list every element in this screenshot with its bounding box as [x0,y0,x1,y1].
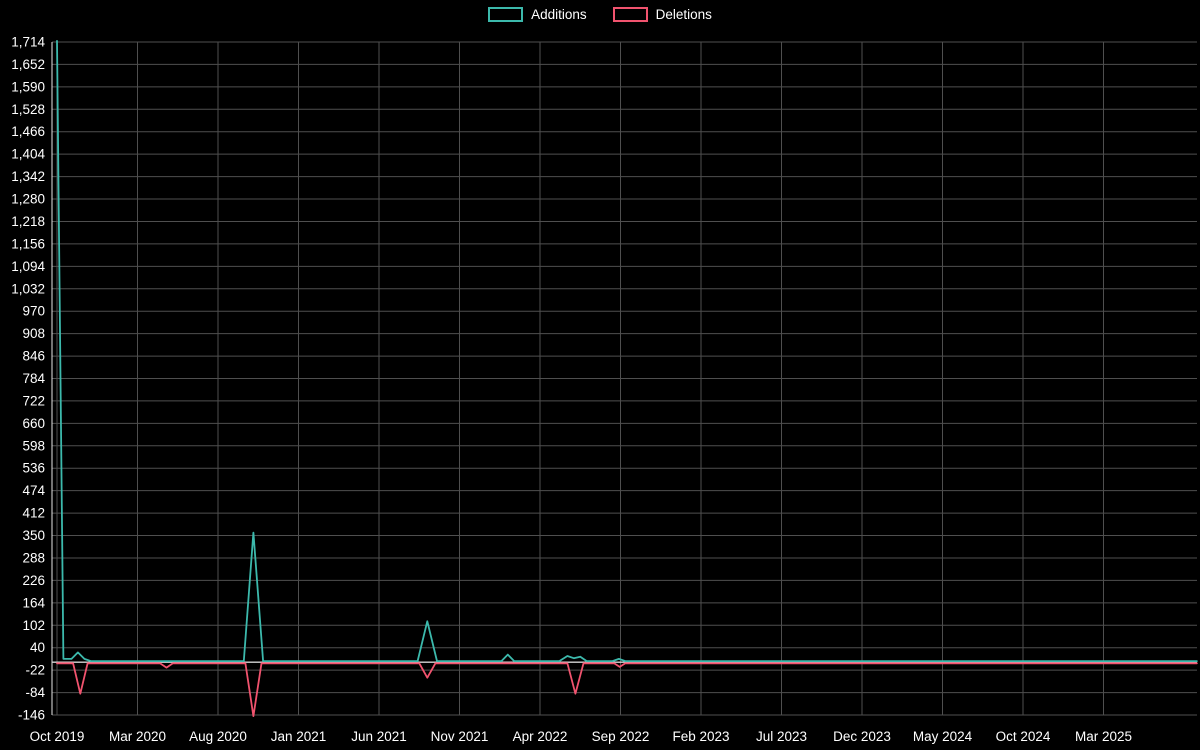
x-axis-tick-label: Jun 2021 [351,729,407,744]
x-axis-tick-label: Aug 2020 [189,729,247,744]
y-axis-tick-label: 598 [22,438,45,453]
x-axis-tick-label: Oct 2019 [30,729,85,744]
legend-swatch-deletions [612,7,648,22]
y-axis-tick-label: 288 [22,550,45,565]
x-axis-tick-label: Mar 2025 [1075,729,1132,744]
y-axis-tick-label: 1,466 [11,124,45,139]
x-axis-tick-label: Sep 2022 [592,729,650,744]
additions-series-line [56,40,1198,662]
y-axis-tick-label: 1,652 [11,57,45,72]
y-axis-tick-label: 1,528 [11,102,45,117]
y-axis-tick-label: 908 [22,326,45,341]
y-axis-tick-label: 164 [22,595,45,610]
y-axis-tick-label: 412 [22,506,45,521]
y-axis-tick-label: -84 [25,685,45,700]
y-axis-tick-label: 1,404 [11,147,45,162]
y-axis-tick-label: -146 [18,708,45,723]
legend-label-additions: Additions [531,7,587,22]
x-axis-tick-label: Jan 2021 [271,729,327,744]
y-axis-tick-label: 536 [22,461,45,476]
legend-item-additions[interactable]: Additions [488,7,587,22]
y-axis-tick-label: 1,156 [11,236,45,251]
y-axis-tick-label: 1,714 [11,35,45,50]
legend-swatch-additions [488,7,524,22]
x-axis-tick-label: Apr 2022 [513,729,568,744]
y-axis-tick-label: 1,094 [11,259,45,274]
legend-label-deletions: Deletions [655,7,712,22]
chart-legend: Additions Deletions [0,7,1200,22]
y-axis-tick-label: 722 [22,393,45,408]
y-axis-tick-label: 970 [22,304,45,319]
y-axis-tick-label: 1,590 [11,79,45,94]
y-axis-tick-label: 474 [22,483,45,498]
y-axis-tick-label: 102 [22,618,45,633]
y-axis-tick-label: 1,032 [11,281,45,296]
x-axis-tick-label: Oct 2024 [996,729,1051,744]
x-axis-tick-label: Feb 2023 [672,729,729,744]
y-axis-tick-label: 846 [22,349,45,364]
y-axis-tick-label: 784 [22,371,45,386]
y-axis-tick-label: 1,280 [11,192,45,207]
y-axis-tick-label: 660 [22,416,45,431]
x-axis-tick-label: Nov 2021 [431,729,489,744]
y-axis-tick-label: -22 [25,663,45,678]
y-axis-tick-label: 40 [30,640,45,655]
y-axis-tick-label: 350 [22,528,45,543]
y-axis-tick-label: 1,342 [11,169,45,184]
x-axis-tick-label: May 2024 [913,729,973,744]
y-axis-tick-label: 1,218 [11,214,45,229]
x-axis-tick-label: Jul 2023 [756,729,807,744]
legend-item-deletions[interactable]: Deletions [612,7,712,22]
y-axis-tick-label: 226 [22,573,45,588]
deletions-series-line [56,662,1198,717]
x-axis-tick-label: Mar 2020 [109,729,166,744]
x-axis-tick-label: Dec 2023 [833,729,891,744]
